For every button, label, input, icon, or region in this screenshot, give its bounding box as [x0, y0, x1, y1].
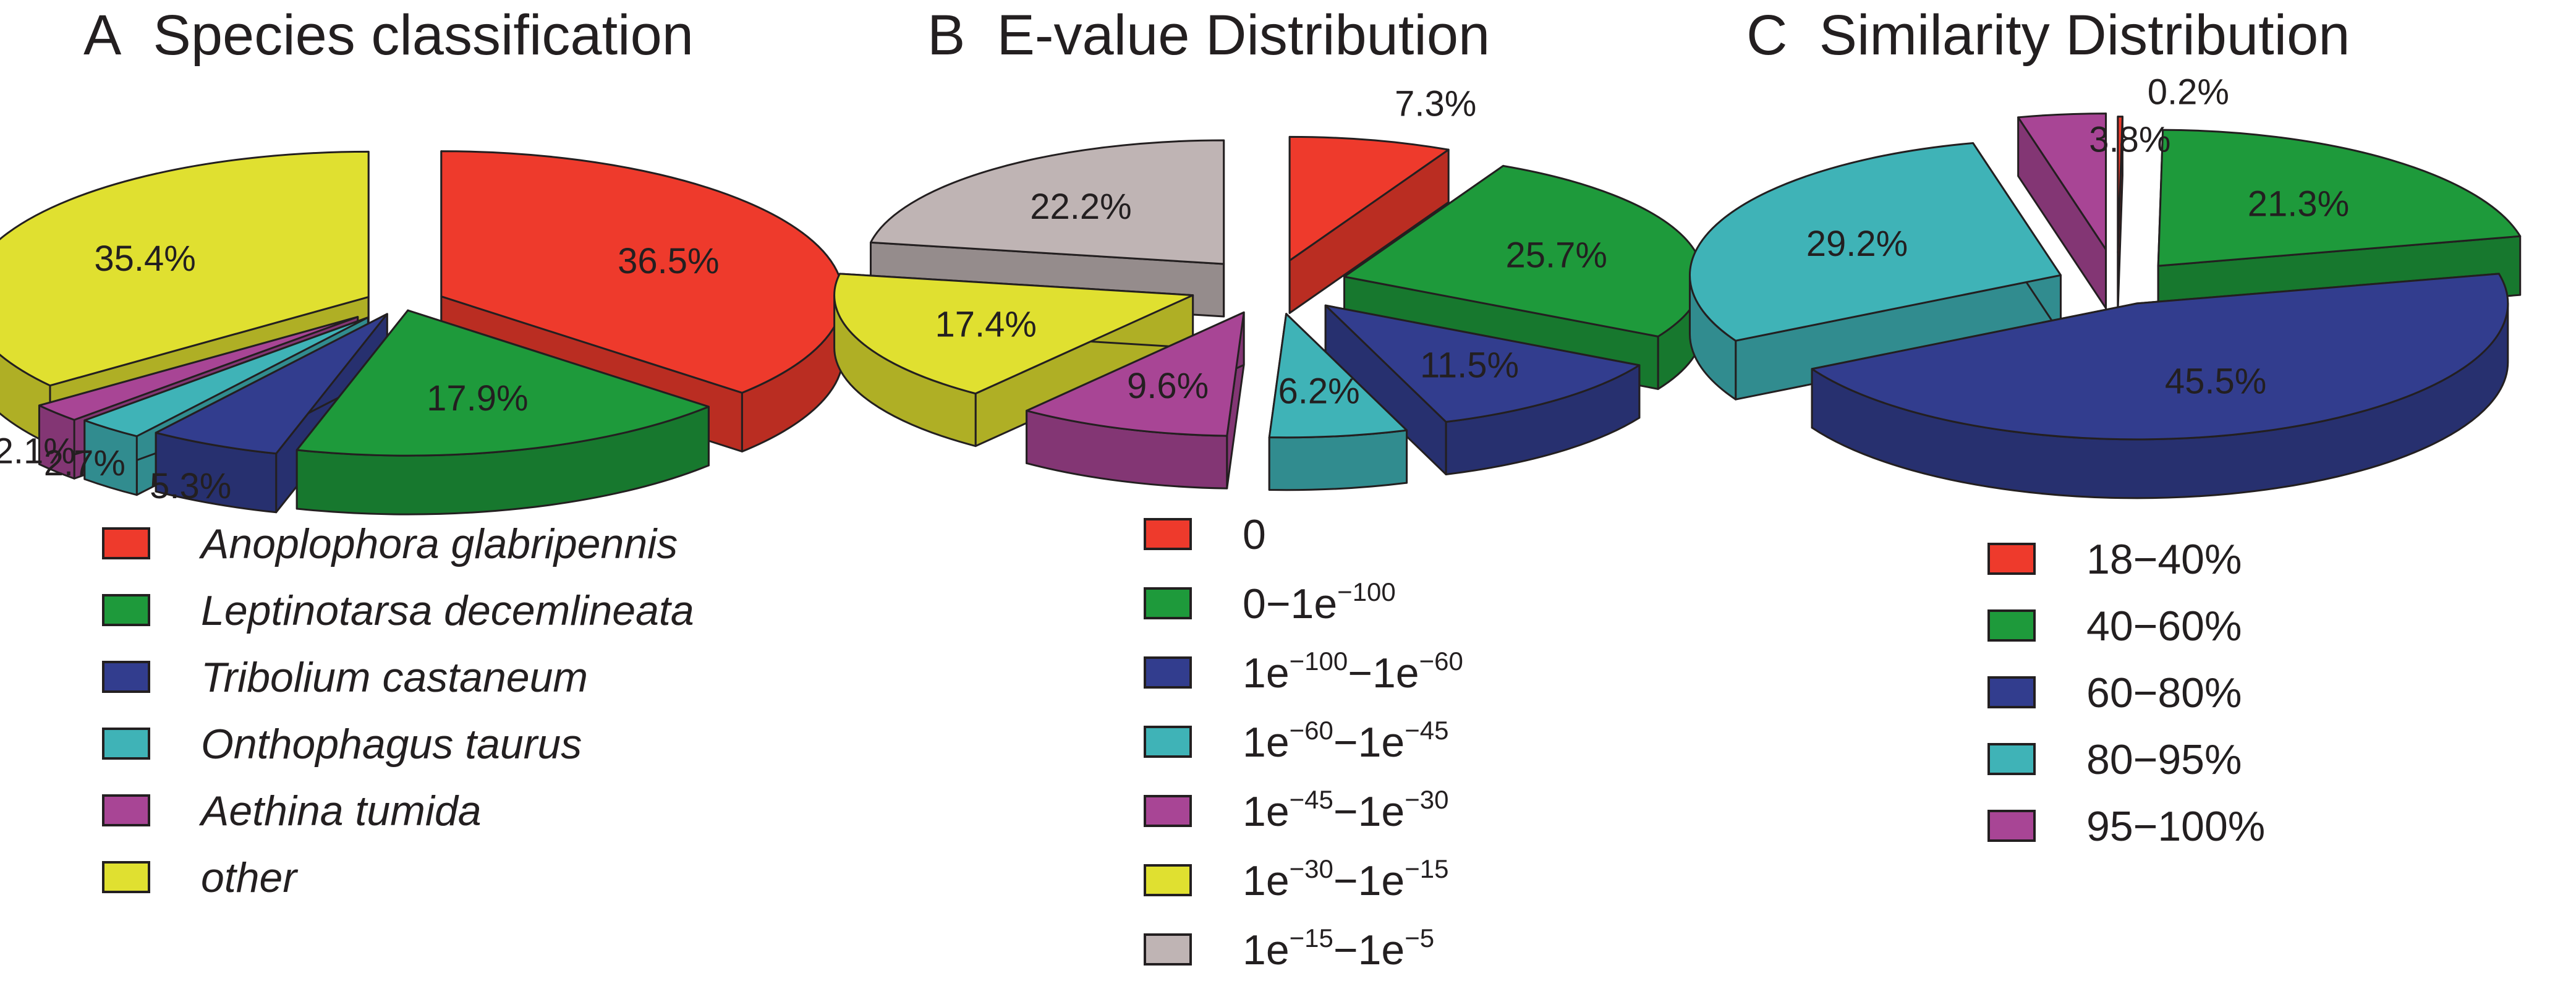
- data-label-c-2: 45.5%: [2165, 361, 2266, 401]
- legend-label: 0: [1243, 511, 1266, 558]
- legend-swatch: [1144, 795, 1192, 827]
- pie-c: 0.2% 21.3% 45.5% 29.2% 3.8%: [1688, 72, 2522, 499]
- slice-b-2: [1324, 304, 1641, 476]
- legend-swatch: [1144, 587, 1192, 619]
- legend-label: 40−60%: [2086, 603, 2242, 650]
- legend-swatch: [102, 794, 150, 826]
- panel-c-title: C Similarity Distribution: [1746, 3, 2350, 68]
- slice-c-0: [2117, 116, 2123, 313]
- data-label-c-3: 29.2%: [1806, 224, 1908, 264]
- legend-label: Aethina tumida: [201, 787, 482, 834]
- slice-b-4: [1026, 311, 1245, 490]
- panel-b-title: B E-value Distribution: [927, 3, 1490, 68]
- slice-b-0: [1288, 135, 1450, 314]
- data-label-b-1: 25.7%: [1505, 236, 1607, 276]
- data-label-b-3: 6.2%: [1278, 371, 1359, 411]
- legend-swatch: [102, 594, 150, 626]
- slice-b-3: [1268, 313, 1408, 491]
- data-label-b-4: 9.6%: [1127, 366, 1209, 406]
- legend-label: 1e−100−1e−60: [1243, 647, 1463, 697]
- pie-b: 7.3% 25.7% 11.5% 6.2% 9.6% 17.4% 22.2%: [833, 84, 1704, 491]
- legend-label: Leptinotarsa decemlineata: [201, 587, 694, 634]
- legend-label: Onthophagus taurus: [201, 721, 582, 768]
- legend-swatch: [1987, 543, 2036, 575]
- legend-label: 1e−60−1e−45: [1243, 716, 1449, 766]
- legend-swatch: [1144, 933, 1192, 966]
- panel-b-letter: B: [927, 4, 966, 67]
- data-label-a-0: 36.5%: [618, 241, 719, 281]
- pie-a: 36.5% 17.9% 5.3% 2.7%2.1% 35.4%: [0, 150, 844, 516]
- data-label-a-5: 35.4%: [94, 239, 195, 279]
- legend-label: Tribolium castaneum: [201, 654, 589, 701]
- legend-label: 1e−45−1e−30: [1243, 785, 1449, 836]
- data-label-b-6: 22.2%: [1030, 187, 1131, 227]
- legend-label: 80−95%: [2086, 736, 2242, 783]
- data-label-a-3: 2.7%: [44, 443, 125, 483]
- legend-swatch: [1987, 609, 2036, 642]
- slice-c-4: [2017, 112, 2107, 310]
- legend-swatch: [102, 661, 150, 693]
- data-label-a-2: 5.3%: [150, 466, 231, 506]
- legend-label: 18−40%: [2086, 536, 2242, 583]
- data-label-b-2: 11.5%: [1420, 346, 1519, 386]
- panel-a-letter: A: [83, 4, 122, 67]
- legend-label: 60−80%: [2086, 669, 2242, 716]
- data-label-c-1: 21.3%: [2248, 184, 2349, 224]
- legend-swatch: [1987, 743, 2036, 775]
- data-label-a-4: 2.1%: [0, 431, 75, 471]
- panel-b-title-text: E-value Distribution: [997, 4, 1490, 67]
- panel-c-letter: C: [1746, 4, 1788, 67]
- data-label-b-0: 7.3%: [1395, 84, 1476, 124]
- panel-c-title-text: Similarity Distribution: [1819, 4, 2350, 67]
- legend-swatch: [1144, 864, 1192, 896]
- legend-swatch: [1144, 518, 1192, 550]
- legend-label: 0−1e−100: [1243, 577, 1396, 628]
- legend-swatch: [1987, 676, 2036, 708]
- panel-a-title-text: Species classification: [153, 4, 694, 67]
- data-label-c-4: 3.8%: [2089, 119, 2170, 159]
- data-label-a-1: 17.9%: [427, 378, 528, 418]
- legend-label: 1e−15−1e−5: [1243, 923, 1435, 974]
- legend-swatch: [102, 527, 150, 559]
- legend-swatch: [1144, 656, 1192, 689]
- legend-label: 95−100%: [2086, 803, 2266, 850]
- legend-swatch: [1144, 726, 1192, 758]
- slice-a-1: [295, 309, 710, 516]
- data-label-b-5: 17.4%: [935, 305, 1036, 345]
- legend-label: other: [201, 854, 297, 901]
- legend-label: 1e−30−1e−15: [1243, 854, 1449, 905]
- panel-a-title: A Species classification: [83, 3, 694, 68]
- data-label-c-0: 0.2%: [2148, 72, 2229, 112]
- legend-swatch: [102, 728, 150, 760]
- legend-label: Anoplophora glabripennis: [201, 520, 678, 567]
- legend-swatch: [1987, 810, 2036, 842]
- legend-swatch: [102, 861, 150, 893]
- slice-c-2: [1811, 273, 2509, 499]
